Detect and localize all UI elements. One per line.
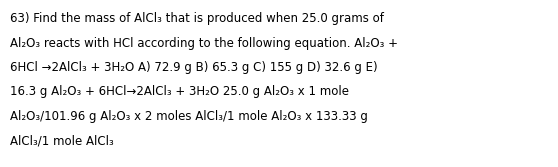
Text: 6HCl →2AlCl₃ + 3H₂O A) 72.9 g B) 65.3 g C) 155 g D) 32.6 g E): 6HCl →2AlCl₃ + 3H₂O A) 72.9 g B) 65.3 g … [10,61,378,74]
Text: 63) Find the mass of AlCl₃ that is produced when 25.0 grams of: 63) Find the mass of AlCl₃ that is produ… [10,12,384,25]
Text: Al₂O₃/101.96 g Al₂O₃ x 2 moles AlCl₃/1 mole Al₂O₃ x 133.33 g: Al₂O₃/101.96 g Al₂O₃ x 2 moles AlCl₃/1 m… [10,110,368,123]
Text: 16.3 g Al₂O₃ + 6HCl→2AlCl₃ + 3H₂O 25.0 g Al₂O₃ x 1 mole: 16.3 g Al₂O₃ + 6HCl→2AlCl₃ + 3H₂O 25.0 g… [10,86,349,99]
Text: Al₂O₃ reacts with HCl according to the following equation. Al₂O₃ +: Al₂O₃ reacts with HCl according to the f… [10,37,398,49]
Text: AlCl₃/1 mole AlCl₃: AlCl₃/1 mole AlCl₃ [10,134,114,147]
